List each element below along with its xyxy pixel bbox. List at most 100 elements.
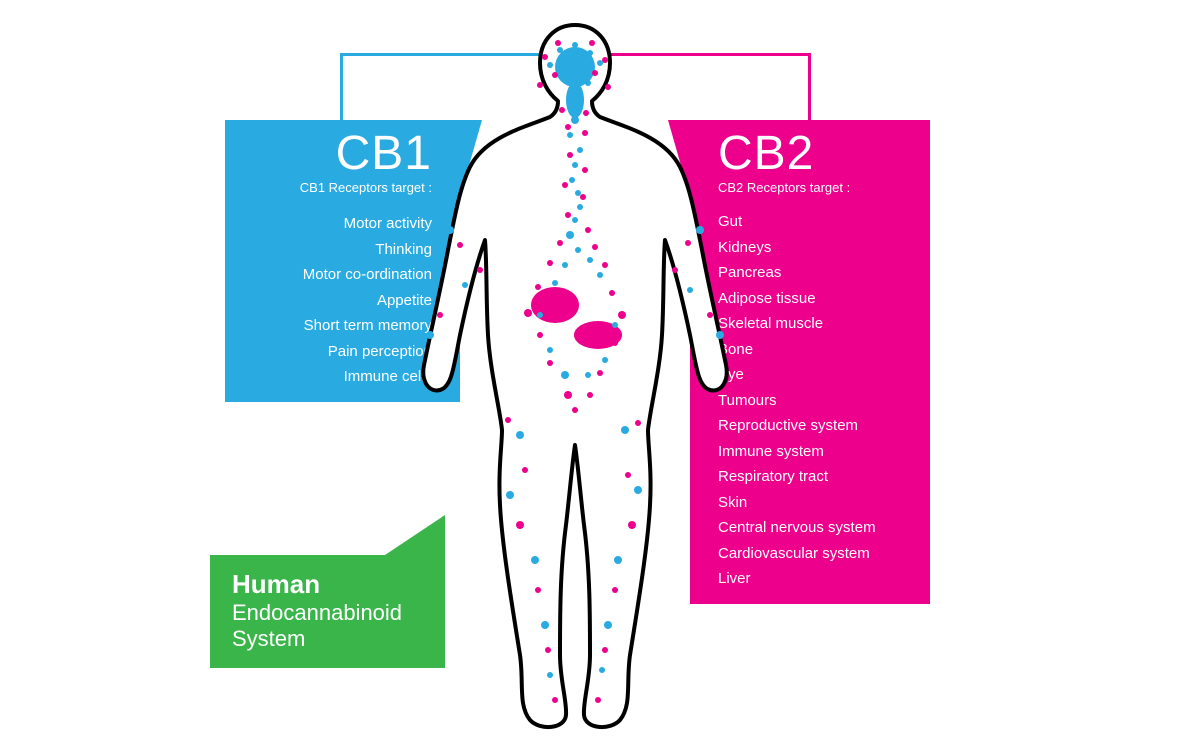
cb1-receptor-dot: [585, 372, 591, 378]
cb1-receptor-dot: [572, 217, 578, 223]
cb1-connector-down: [340, 53, 343, 123]
cb2-receptor-dot: [477, 267, 483, 273]
cb2-receptor-dot: [587, 392, 593, 398]
cb1-receptor-dot: [571, 116, 579, 124]
cb1-receptor-dot: [585, 80, 591, 86]
cb2-receptor-dot: [589, 40, 595, 46]
cb1-receptor-dot: [552, 280, 558, 286]
cb1-receptor-dot: [621, 426, 629, 434]
cb1-receptor-dot: [547, 62, 553, 68]
organ-shape: [531, 287, 579, 323]
cb2-receptor-dot: [564, 391, 572, 399]
cb1-receptor-dot: [557, 47, 563, 53]
cb1-receptor-dot: [566, 231, 574, 239]
cb1-receptor-dot: [547, 672, 553, 678]
cb2-receptor-dot: [516, 521, 524, 529]
cb2-receptor-dot: [609, 290, 615, 296]
organ-shape: [566, 82, 584, 118]
cb1-receptor-dot: [716, 331, 724, 339]
cb2-receptor-dot: [595, 697, 601, 703]
cb2-receptor-dot: [537, 332, 543, 338]
cb1-receptor-dot: [572, 42, 578, 48]
cb2-receptor-dot: [580, 194, 586, 200]
cb1-receptor-dot: [531, 556, 539, 564]
cb2-receptor-dot: [547, 260, 553, 266]
cb2-receptor-dot: [582, 167, 588, 173]
cb2-receptor-dot: [562, 182, 568, 188]
cb1-receptor-dot: [575, 247, 581, 253]
cb1-receptor-dot: [587, 50, 593, 56]
cb1-receptor-dot: [541, 621, 549, 629]
cb1-receptor-dot: [587, 257, 593, 263]
cb1-receptor-dot: [577, 147, 583, 153]
cb2-receptor-dot: [565, 124, 571, 130]
cb1-receptor-dot: [506, 491, 514, 499]
cb1-receptor-dot: [597, 60, 603, 66]
cb1-receptor-dot: [575, 190, 581, 196]
cb1-receptor-dot: [577, 204, 583, 210]
cb1-receptor-dot: [562, 77, 568, 83]
cb2-receptor-dot: [552, 72, 558, 78]
cb2-receptor-dot: [505, 417, 511, 423]
cb1-receptor-dot: [426, 331, 434, 339]
cb2-receptor-dot: [457, 242, 463, 248]
cb1-receptor-dot: [537, 312, 543, 318]
cb2-receptor-dot: [612, 587, 618, 593]
cb1-receptor-dot: [614, 556, 622, 564]
cb1-receptor-dot: [561, 371, 569, 379]
cb2-receptor-dot: [557, 240, 563, 246]
cb2-receptor-dot: [707, 312, 713, 318]
cb2-receptor-dot: [672, 267, 678, 273]
human-body-figure: [390, 15, 760, 735]
cb1-receptor-dot: [547, 347, 553, 353]
cb2-receptor-dot: [685, 240, 691, 246]
cb2-receptor-dot: [583, 110, 589, 116]
cb2-receptor-dot: [535, 284, 541, 290]
cb2-receptor-dot: [552, 697, 558, 703]
cb1-receptor-dot: [572, 162, 578, 168]
cb2-receptor-dot: [567, 152, 573, 158]
cb1-receptor-dot: [567, 132, 573, 138]
cb1-receptor-dot: [569, 177, 575, 183]
cb2-receptor-dot: [537, 82, 543, 88]
cb1-receptor-dot: [602, 357, 608, 363]
cb2-receptor-dot: [602, 57, 608, 63]
cb2-receptor-dot: [547, 360, 553, 366]
cb2-receptor-dot: [592, 70, 598, 76]
cb2-receptor-dot: [559, 107, 565, 113]
cb2-receptor-dot: [572, 407, 578, 413]
cb1-receptor-dot: [634, 486, 642, 494]
cb2-connector-down: [808, 53, 811, 123]
cb1-receptor-dot: [612, 322, 618, 328]
cb2-receptor-dot: [628, 521, 636, 529]
cb2-receptor-dot: [582, 130, 588, 136]
cb2-receptor-dot: [524, 309, 532, 317]
cb1-receptor-dot: [516, 431, 524, 439]
cb1-receptor-dot: [604, 621, 612, 629]
body-outline: [423, 25, 726, 727]
cb2-receptor-dot: [602, 262, 608, 268]
cb2-receptor-dot: [602, 647, 608, 653]
cb2-receptor-dot: [437, 312, 443, 318]
cb2-receptor-dot: [565, 212, 571, 218]
cb2-receptor-dot: [535, 587, 541, 593]
cb1-receptor-dot: [599, 667, 605, 673]
cb2-receptor-dot: [635, 420, 641, 426]
cb1-receptor-dot: [687, 287, 693, 293]
cb2-receptor-dot: [605, 84, 611, 90]
cb2-receptor-dot: [522, 467, 528, 473]
cb1-receptor-dot: [462, 282, 468, 288]
cb2-receptor-dot: [625, 472, 631, 478]
cb1-receptor-dot: [446, 226, 454, 234]
cb2-receptor-dot: [542, 54, 548, 60]
cb2-receptor-dot: [618, 311, 626, 319]
cb2-receptor-dot: [612, 340, 618, 346]
cb1-receptor-dot: [597, 272, 603, 278]
cb1-receptor-dot: [562, 262, 568, 268]
cb2-receptor-dot: [592, 244, 598, 250]
cb2-receptor-dot: [597, 370, 603, 376]
cb2-receptor-dot: [585, 227, 591, 233]
cb1-receptor-dot: [696, 226, 704, 234]
cb2-receptor-dot: [555, 40, 561, 46]
cb2-receptor-dot: [545, 647, 551, 653]
